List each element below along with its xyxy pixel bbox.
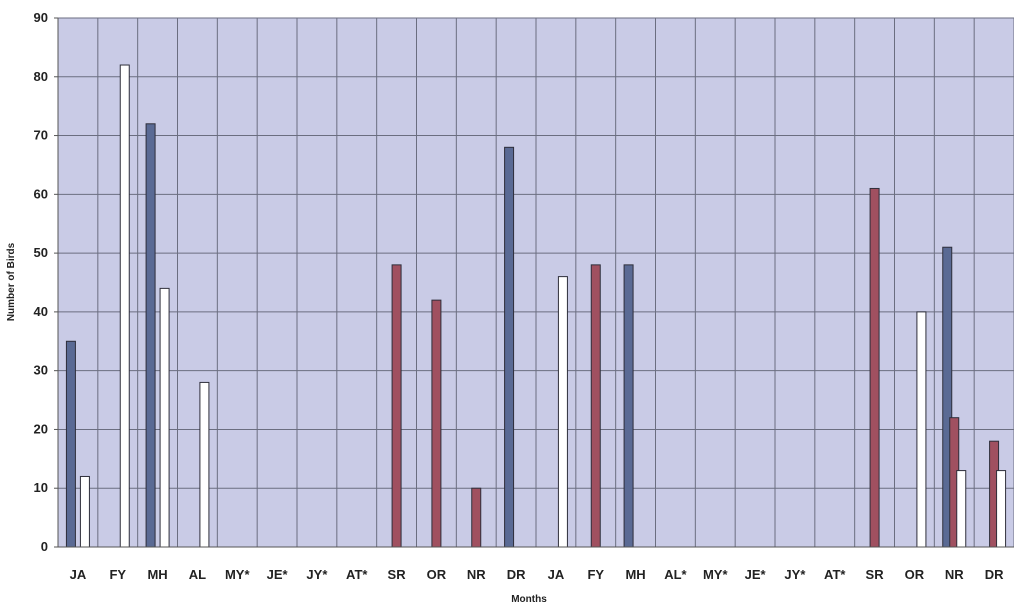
x-category-label: SR <box>866 567 885 582</box>
y-tick-label: 20 <box>34 421 48 436</box>
y-tick-label: 0 <box>41 539 48 554</box>
bar <box>504 146 515 548</box>
x-axis-title: Months <box>511 594 547 605</box>
x-category-label: JA <box>548 567 565 582</box>
bars <box>65 64 1007 548</box>
y-tick-label: 50 <box>34 245 48 260</box>
y-tick-label: 80 <box>34 69 48 84</box>
x-category-label: MY* <box>225 567 251 582</box>
y-axis-title: Number of Birds <box>6 242 17 321</box>
y-tick-labels: 0 10 20 30 40 50 60 70 80 90 <box>34 10 58 554</box>
x-category-label: NR <box>945 567 964 582</box>
y-tick-label: 60 <box>34 186 48 201</box>
x-category-label: FY <box>587 567 604 582</box>
bar <box>869 187 880 548</box>
bar <box>119 64 130 548</box>
x-category-label: AT* <box>824 567 846 582</box>
bar <box>79 475 90 548</box>
x-category-label: OR <box>427 567 447 582</box>
x-category-label: MH <box>625 567 645 582</box>
x-category-label: SR <box>388 567 407 582</box>
bar <box>199 381 210 548</box>
x-category-labels: JA FY MH AL MY* JE* JY* AT* SR OR NR DR JA FY MH AL* MY*… <box>70 567 1004 582</box>
x-category-label: DR <box>507 567 526 582</box>
x-category-label: JE* <box>267 567 289 582</box>
bar <box>145 123 156 548</box>
bar <box>159 287 170 548</box>
x-category-label: JE* <box>745 567 767 582</box>
x-category-label: FY <box>109 567 126 582</box>
bar <box>471 487 482 548</box>
x-category-label: JY* <box>784 567 806 582</box>
y-tick-label: 30 <box>34 363 48 378</box>
x-category-label: AL* <box>664 567 687 582</box>
bar <box>623 264 634 548</box>
x-category-label: MY* <box>703 567 729 582</box>
x-category-label: DR <box>985 567 1004 582</box>
bar <box>956 470 967 548</box>
x-category-label: MH <box>147 567 167 582</box>
x-category-label: OR <box>905 567 925 582</box>
bar <box>65 340 76 548</box>
x-category-label: AT* <box>346 567 368 582</box>
x-category-label: NR <box>467 567 486 582</box>
bar <box>391 264 402 548</box>
y-tick-label: 70 <box>34 128 48 143</box>
bar <box>996 470 1007 548</box>
x-category-label: JY* <box>306 567 328 582</box>
bar <box>431 299 442 548</box>
y-tick-label: 40 <box>34 304 48 319</box>
x-category-label: AL <box>189 567 206 582</box>
y-tick-label: 90 <box>34 10 48 25</box>
y-tick-label: 10 <box>34 480 48 495</box>
x-category-label: JA <box>70 567 87 582</box>
bar <box>557 276 568 548</box>
bar <box>590 264 601 548</box>
bar <box>916 311 927 548</box>
gridlines <box>58 17 1014 547</box>
